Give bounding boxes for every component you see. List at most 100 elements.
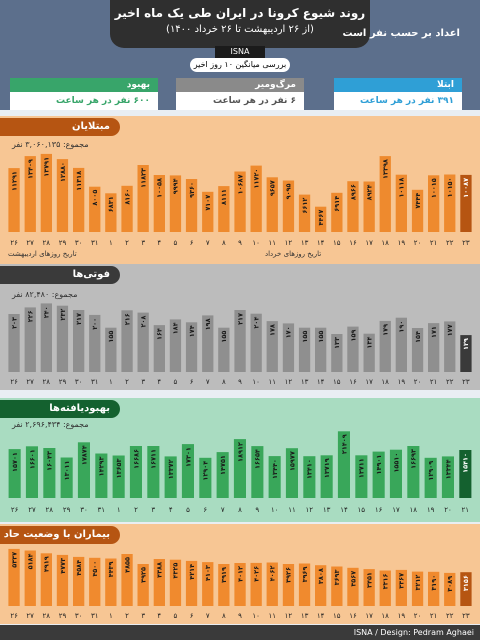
x-tick-label: ۵ <box>174 378 178 386</box>
x-tick-label: ۲۰ <box>444 506 452 514</box>
data-label: ۴۵۸۴ <box>75 560 83 576</box>
data-label: ۴۰۶۲ <box>269 565 277 581</box>
x-tick-label: ۱۲ <box>306 506 314 514</box>
data-label: ۴۷۷۳ <box>59 558 67 574</box>
data-label: ۴۸۵۵ <box>123 557 131 573</box>
bar <box>395 569 407 606</box>
x-tick-label: ۲۳ <box>462 239 470 247</box>
bar <box>169 319 182 372</box>
data-label: ۳۵۶۷ <box>349 571 357 587</box>
data-label: ۱۷۷ <box>446 324 454 336</box>
bar <box>8 449 21 498</box>
bar <box>411 571 424 606</box>
x-tick-label: ۱۵ <box>333 612 341 620</box>
data-label: ۱۵۹ <box>349 330 357 342</box>
bar <box>147 446 160 498</box>
bar <box>424 457 437 498</box>
data-label: ۴۹۱۹ <box>43 556 51 572</box>
card-infection-value: ۳۹۱ نفر در هر ساعت <box>334 92 462 110</box>
data-label: ۱۵۵۱۰ <box>392 453 400 473</box>
x-tick-label: ۲ <box>134 506 138 514</box>
bar <box>347 567 359 606</box>
data-label: ۱۳۴۴۰ <box>271 459 279 479</box>
x-tick-label: ۱۳ <box>301 378 309 386</box>
data-label: ۱۳۴۱۰ <box>306 459 314 479</box>
bar <box>56 305 69 372</box>
data-label: ۲۳۲ <box>59 309 67 321</box>
x-tick-label: ۲ <box>125 378 129 386</box>
x-tick-label: ۳۱ <box>98 506 106 514</box>
x-tick-label: ۱۶ <box>349 612 357 620</box>
bar <box>40 553 52 606</box>
bar <box>266 177 278 232</box>
x-tick-label: ۲۹ <box>63 506 71 514</box>
footer-credit: ISNA / Design: Pedram Aghaei <box>0 625 480 640</box>
x-tick-label: ۵ <box>186 506 190 514</box>
data-label: ۱۷۹ <box>382 324 390 336</box>
bar <box>282 323 295 372</box>
data-label: ۴۳۲۵ <box>172 563 180 579</box>
card-recovery-value: ۶۰۰ نفر در هر ساعت <box>10 92 158 110</box>
bar <box>407 446 420 498</box>
x-tick-label: ۱۹ <box>398 378 406 386</box>
bar <box>185 560 198 606</box>
total-deaths: مجموع: ۸۲,۴۸۰ نفر <box>12 290 78 299</box>
x-tick-label: ۲۲ <box>446 378 454 386</box>
bar <box>355 455 368 498</box>
x-tick-label: ۱۱ <box>269 612 277 620</box>
bar <box>73 310 85 372</box>
data-label: ۱۵۴۱۰ <box>462 453 470 473</box>
bar <box>331 566 343 606</box>
bar <box>43 448 56 498</box>
bar <box>105 327 117 372</box>
bar <box>460 174 472 232</box>
bar <box>77 442 90 498</box>
data-label: ۱۵۵ <box>107 331 115 343</box>
bar <box>105 558 117 606</box>
data-label: ۲۰۰ <box>91 318 99 330</box>
bar <box>428 571 440 606</box>
x-tick-label: ۶ <box>190 239 194 247</box>
bar <box>363 333 375 372</box>
data-label: ۱۰۱۱۸ <box>398 178 406 198</box>
bar <box>251 446 264 498</box>
data-label: ۱۷۴ <box>188 325 196 337</box>
x-tick-label: ۸ <box>222 612 226 620</box>
data-label: ۱۷۰ <box>285 326 293 338</box>
bar <box>218 186 230 232</box>
bar <box>218 327 230 372</box>
card-deaths-value: ۶ نفر در هر ساعت <box>176 92 304 110</box>
month-label-khordad: تاریخ روزهای خرداد <box>265 250 322 258</box>
x-tick-label: ۱۵ <box>333 239 341 247</box>
bar <box>8 168 20 232</box>
x-tick-label: ۱۹ <box>398 612 406 620</box>
x-tick-label: ۱۰ <box>252 378 260 386</box>
data-label: ۱۳۰۱۱ <box>63 461 71 481</box>
data-label: ۱۳۳۹۸ <box>382 159 390 179</box>
bar <box>185 322 198 372</box>
x-tick-label: ۲۹ <box>59 239 67 247</box>
data-label: ۸۰۰۵ <box>91 190 99 206</box>
x-tick-label: ۲۶ <box>10 612 18 620</box>
data-label: ۱۶۶۰۱ <box>28 449 36 469</box>
bar <box>25 446 38 498</box>
bar <box>372 451 385 498</box>
x-tick-label: ۱ <box>109 239 113 247</box>
data-label: ۱۳۳ <box>333 337 341 349</box>
section-title-cases: مبتلایان <box>0 118 120 136</box>
x-tick-label: ۳۰ <box>80 506 88 514</box>
bar <box>73 556 85 606</box>
data-label: ۲۱۶ <box>123 313 131 325</box>
total-cases: مجموع: ۳,۰۶۰,۱۳۵ نفر <box>12 140 89 149</box>
bar <box>379 570 391 606</box>
x-tick-label: ۹ <box>255 506 259 514</box>
x-tick-label: ۲۷ <box>28 506 36 514</box>
data-label: ۳۹۱۹ <box>220 567 228 583</box>
data-label: ۱۱۸۲۳ <box>140 168 148 188</box>
page-title: روند شیوع کرونا در ایران طی یک ماه اخیر <box>114 6 366 20</box>
x-tick-label: ۱۷ <box>392 506 400 514</box>
x-tick-label: ۱۱ <box>269 239 277 247</box>
bar <box>315 565 327 606</box>
data-label: ۱۹۸ <box>204 318 212 330</box>
data-label: ۱۶۶۹۳ <box>410 449 418 469</box>
